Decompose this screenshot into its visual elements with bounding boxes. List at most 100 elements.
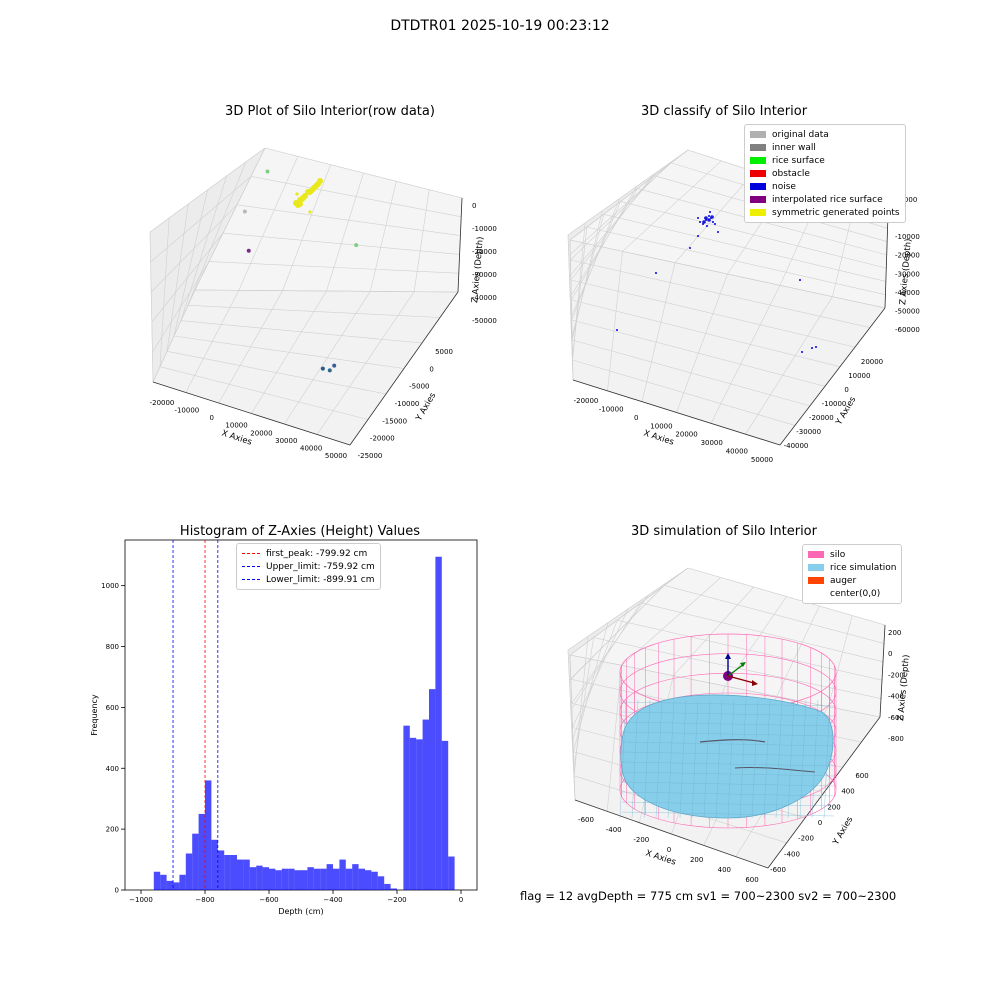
- panel1-z-tick-label: -10000: [472, 225, 497, 233]
- noise-point: [706, 225, 708, 227]
- legend-swatch: [808, 590, 824, 597]
- histogram-legend: first_peak: -799.92 cm Upper_limit: -759.…: [236, 543, 381, 590]
- panel2-grid-z: [571, 214, 605, 339]
- raw-point: [309, 187, 315, 193]
- rice-mesh-line: [679, 699, 687, 819]
- panel2-grid-y: [676, 273, 728, 413]
- histogram-y-axis-label: Frequency: [90, 694, 99, 736]
- raw-point: [317, 178, 323, 184]
- simulation-legend: silo rice simulation auger center(0,0): [802, 544, 903, 604]
- histogram-bar: [339, 859, 346, 890]
- panel1-grid-x: [149, 231, 154, 383]
- rice-mesh-line: [621, 711, 835, 717]
- panel1-grid-z: [194, 289, 459, 293]
- raw-point: [300, 195, 306, 201]
- histogram-x-tick-label: −400: [323, 896, 342, 904]
- noise-point: [702, 220, 706, 224]
- histogram-bar: [390, 888, 397, 890]
- panel2-grid-z: [570, 201, 621, 318]
- histogram-bar: [275, 870, 282, 890]
- histogram-bar: [269, 868, 276, 890]
- panel4-y-tick-label: 0: [818, 819, 822, 827]
- panel4-x-axis-line: [574, 799, 769, 869]
- panel2-z-tick-label: -20000: [895, 252, 920, 260]
- histogram-y-tick-label: 600: [106, 704, 119, 712]
- noise-point: [708, 215, 710, 217]
- panel2-y-tick-label: -40000: [784, 442, 809, 450]
- histogram-bar: [358, 868, 365, 890]
- rice-mesh-line: [621, 731, 835, 737]
- legend-entry: center(0,0): [808, 587, 896, 600]
- histogram-bar: [441, 740, 449, 890]
- histogram-bar: [422, 719, 429, 890]
- histogram-bar: [371, 871, 378, 890]
- rice-mesh-line: [631, 699, 639, 819]
- legend-swatch: [750, 209, 766, 216]
- raw-point: [242, 209, 247, 214]
- histogram-bar: [416, 739, 423, 890]
- histogram-bar: [384, 883, 391, 890]
- rice-mesh-line: [621, 741, 835, 747]
- legend-label: inner wall: [772, 142, 816, 153]
- panel1-grid-z: [264, 147, 463, 199]
- legend-swatch: [808, 551, 824, 558]
- panel2-grid-y: [745, 296, 833, 435]
- panel1-grid-z: [150, 204, 238, 293]
- legend-entry: inner wall: [750, 141, 900, 154]
- panel2-grid-x: [571, 186, 637, 301]
- rice-mesh-line: [763, 699, 771, 819]
- panel2-title: 3D classify of Silo Interior: [640, 104, 808, 119]
- histogram-bar: [160, 874, 167, 890]
- panel2-x-tick-label: 30000: [701, 439, 723, 447]
- panel1-y-tick-label: 0: [429, 365, 433, 373]
- panel4-z-tick-label: -200: [888, 671, 904, 679]
- panel2-y-tick-label: 10000: [848, 372, 870, 380]
- panel1-grid-y: [370, 181, 397, 292]
- noise-point: [697, 217, 699, 219]
- rice-mesh-line: [621, 721, 835, 727]
- legend-label: Upper_limit: -759.92 cm: [266, 561, 375, 572]
- noise-point: [697, 235, 699, 237]
- panel4-title: 3D simulation of Silo Interior: [631, 524, 817, 539]
- panel4-x-tick-label: -400: [606, 826, 622, 834]
- panel2-grid-x: [567, 234, 574, 381]
- histogram-y-tick-label: 800: [106, 643, 119, 651]
- legend-entry: auger: [808, 574, 896, 587]
- rice-mesh-line: [621, 751, 835, 757]
- panel1-grid-y: [185, 290, 240, 393]
- panel1-x-tick-label: -10000: [174, 407, 199, 415]
- panel4-y-tick-label: -600: [770, 866, 786, 874]
- panel4-grid-y: [673, 586, 754, 676]
- panel4-y-tick-label: -400: [784, 850, 800, 858]
- panel1-grid-z: [250, 176, 462, 218]
- legend-swatch: [750, 170, 766, 177]
- histogram-bar: [301, 870, 308, 890]
- legend-label: rice surface: [772, 155, 825, 166]
- histogram-x-tick-label: −800: [195, 896, 214, 904]
- rice-mesh-line: [621, 761, 835, 767]
- legend-entry: Upper_limit: -759.92 cm: [242, 560, 375, 573]
- rice-mesh-line: [823, 699, 831, 819]
- panel1-grid-x: [180, 175, 227, 321]
- panel2-grid-y: [674, 171, 755, 263]
- legend-swatch: [242, 579, 260, 580]
- rice-shadow-stroke: [734, 766, 816, 773]
- histogram-bar: [435, 556, 442, 890]
- panel2-grid-z: [568, 162, 672, 256]
- auger-z-arrowhead: [725, 653, 731, 659]
- histogram-bar: [345, 868, 353, 890]
- histogram-bar: [448, 856, 455, 890]
- panel4-grid-y: [776, 605, 820, 697]
- rice-mesh-line: [621, 781, 835, 787]
- histogram-bar: [409, 737, 417, 890]
- panel4-z-tick-label: 200: [888, 629, 901, 637]
- rice-mesh-line: [811, 699, 819, 819]
- panel1-grid-x: [159, 217, 170, 367]
- panel2-grid-z: [620, 201, 887, 269]
- rice-surface-fill: [620, 694, 834, 819]
- panel4-y-tick-label: 400: [841, 788, 854, 796]
- panel2-x-tick-label: 50000: [751, 456, 773, 464]
- legend-label: interpolated rice surface: [772, 194, 883, 205]
- panel1-x-axis-label: X Axies: [220, 428, 253, 447]
- legend-label: first_peak: -799.92 cm: [266, 548, 368, 559]
